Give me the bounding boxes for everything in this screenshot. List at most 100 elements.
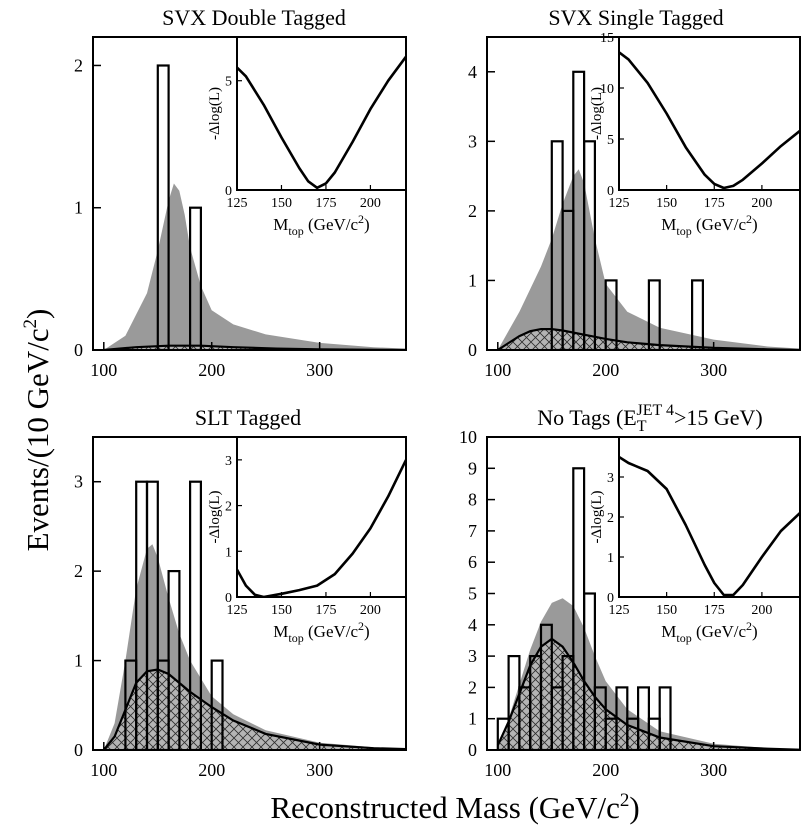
svx-single-inset-xlabel-m: M (661, 215, 676, 234)
svx-double-xtick-label: 300 (306, 360, 333, 380)
svx-single-inset-xlabel-sup: 2 (746, 212, 752, 226)
no-tags-ytick-label: 3 (468, 646, 477, 666)
svx-single-inset-xtick-label: 175 (704, 196, 725, 211)
slt-inset-xtick-label: 200 (360, 603, 381, 618)
no-tags-ytick-label: 9 (468, 458, 477, 478)
slt-inset-xtick-label: 125 (227, 603, 248, 618)
no-tags-data-bar (658, 686, 672, 750)
no-tags-xtick-label: 300 (700, 760, 727, 780)
slt-inset-xlabel-unit: (GeV/c (304, 622, 359, 641)
svx-single-inset-likelihood-curve (619, 51, 800, 190)
svx-double-signal-area (103, 183, 406, 350)
no-tags-title-text: No Tags (E (537, 405, 636, 430)
svx-double-inset-xlabel-unit: (GeV/c (304, 215, 359, 234)
svx-double-inset-xlabel-m: M (273, 215, 288, 234)
svx-double-ytick-label: 0 (74, 340, 83, 360)
svx-single-title: SVX Single Tagged (548, 5, 723, 30)
no-tags-xtick-label: 200 (592, 760, 619, 780)
svx-double-inset-xlabel-sup: 2 (358, 212, 364, 226)
svx-single-inset-xlabel-close: ) (752, 215, 758, 234)
no-tags-ytick-label: 1 (468, 709, 477, 729)
svx-double-data-bar (156, 64, 170, 350)
no-tags-inset-xtick-label: 125 (609, 603, 630, 618)
slt-inset-xtick-label: 150 (271, 603, 292, 618)
slt-inset-xlabel-sub: top (288, 631, 303, 645)
no-tags-title-sup: JET 4 (637, 402, 674, 419)
svx-single-inset-ytick-label: 10 (600, 82, 614, 97)
slt-title-text: SLT Tagged (195, 405, 301, 430)
no-tags-ytick-label: 7 (468, 521, 477, 541)
no-tags-inset-xlabel-sup: 2 (746, 619, 752, 633)
slt-inset-ytick-label: 3 (225, 454, 232, 469)
svx-double-inset-xtick-label: 200 (360, 196, 381, 211)
figure-ylabel-sup: 2 (20, 319, 41, 329)
svx-single-inset-ylabel: -Δlog(L) (589, 87, 605, 140)
svx-single-inset-ytick-label: 5 (607, 133, 614, 148)
no-tags-inset-xtick-label: 150 (656, 603, 677, 618)
svx-single-inset-xlabel: Mtop (GeV/c2) (661, 212, 757, 238)
figure-xlabel-close: ) (629, 790, 639, 825)
no-tags-inset-xtick-label: 200 (751, 603, 772, 618)
no-tags-title-sub: T (637, 418, 647, 435)
no-tags-inset-frame (618, 436, 801, 598)
slt-xtick-label: 300 (306, 760, 333, 780)
svx-single-ytick-label: 2 (468, 201, 477, 221)
svx-double-inset-ytick-label: 5 (225, 75, 232, 90)
figure-xlabel-sup: 2 (620, 790, 630, 811)
no-tags-ytick-label: 4 (468, 615, 477, 635)
no-tags-inset-ytick-label: 1 (607, 551, 614, 566)
slt-inset-xlabel-close: ) (364, 622, 370, 641)
svx-single-ytick-label: 3 (468, 131, 477, 151)
svx-single-inset-xtick-label: 150 (656, 196, 677, 211)
slt-ytick-label: 1 (74, 651, 83, 671)
svx-double-xtick-label: 200 (198, 360, 225, 380)
no-tags-data-bar (582, 592, 596, 750)
svx-single-inset-xlabel-unit: (GeV/c (692, 215, 747, 234)
svx-single-inset-frame (618, 36, 801, 191)
slt-inset-xlabel: Mtop (GeV/c2) (273, 619, 369, 645)
slt-xtick-label: 100 (90, 760, 117, 780)
svx-single-plot-body (497, 70, 800, 350)
svx-single-ytick-label: 4 (468, 62, 477, 82)
no-tags-inset-likelihood-curve (619, 455, 800, 597)
svx-single-inset-xtick-label: 200 (751, 196, 772, 211)
svx-single-title-text: SVX Single Tagged (548, 5, 723, 30)
svx-double-ytick-label: 2 (74, 55, 83, 75)
no-tags-ytick-label: 8 (468, 490, 477, 510)
no-tags-inset-xlabel-close: ) (752, 622, 758, 641)
svx-double-inset-frame (236, 36, 407, 191)
svx-double-title-text: SVX Double Tagged (162, 5, 346, 30)
svx-double-data-bar (189, 206, 203, 350)
svx-double-title: SVX Double Tagged (162, 5, 346, 30)
svx-double-inset-xtick-label: 150 (271, 196, 292, 211)
svx-double-inset-likelihood-curve (237, 55, 406, 190)
svx-double-inset-ylabel: -Δlog(L) (207, 87, 223, 140)
slt-title: SLT Tagged (195, 405, 301, 430)
no-tags-inset-xtick-label: 175 (704, 603, 725, 618)
figure-ylabel-main: Events/(10 GeV/c (20, 328, 55, 551)
slt-inset-xlabel-sup: 2 (358, 619, 364, 633)
svx-single-xtick-label: 100 (484, 360, 511, 380)
slt-xtick-label: 200 (198, 760, 225, 780)
no-tags-title: No Tags (ETJET 4>15 GeV) (537, 402, 763, 435)
no-tags-ytick-label: 6 (468, 552, 477, 572)
slt-inset-ytick-label: 0 (225, 591, 232, 606)
slt-inset-ytick-label: 1 (225, 545, 232, 560)
slt-inset-ylabel: -Δlog(L) (207, 491, 223, 544)
figure-ylabel: Events/(10 GeV/c2) (20, 309, 55, 552)
no-tags-inset-ylabel: -Δlog(L) (589, 491, 605, 544)
svx-single-inset-xlabel-sub: top (676, 224, 691, 238)
svx-single-ytick-label: 0 (468, 340, 477, 360)
slt-ytick-label: 0 (74, 740, 83, 760)
no-tags-inset-xlabel: Mtop (GeV/c2) (661, 619, 757, 645)
no-tags-ytick-label: 0 (468, 740, 477, 760)
slt-data-bar (189, 480, 203, 750)
slt-ytick-label: 2 (74, 561, 83, 581)
no-tags-xtick-label: 100 (484, 760, 511, 780)
svx-single-xtick-label: 200 (592, 360, 619, 380)
slt-inset-frame (236, 436, 407, 598)
panel-no-tags: No Tags (ETJET 4>15 GeV)100 200 3000123456… (459, 402, 801, 780)
no-tags-background-curve (496, 637, 800, 750)
slt-inset-likelihood-curve (237, 459, 406, 597)
